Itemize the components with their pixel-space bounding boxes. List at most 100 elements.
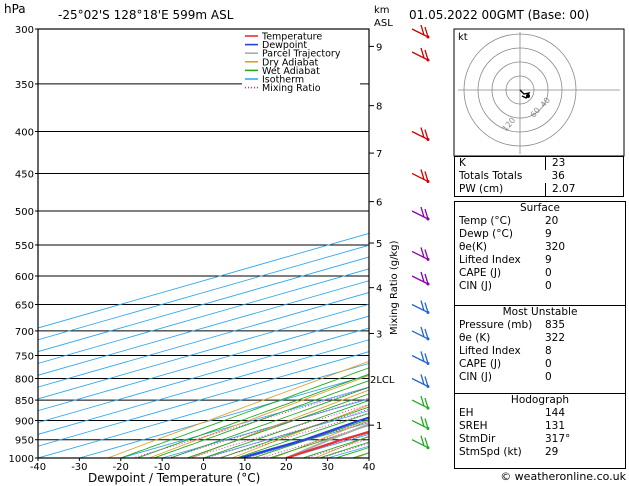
wind-barb-dot: [426, 446, 430, 450]
surface-val: 0: [545, 267, 552, 279]
most-unstable-box: Most Unstable Pressure (mb) 835 θe (K) 322…: [454, 305, 626, 395]
temperature-tick-label: 30: [321, 462, 334, 473]
mu-key: θe (K): [459, 332, 491, 344]
wind-barb-flag: [424, 273, 429, 285]
wet-adiabat-line: [137, 373, 369, 458]
temperature-tick-label: -30: [71, 462, 87, 473]
surface-val: 20: [545, 215, 559, 227]
wind-barb-dot: [426, 384, 430, 388]
isotherm-line: [79, 374, 369, 458]
pressure-tick-label: 350: [15, 80, 34, 91]
pressure-tick-label: 750: [15, 351, 34, 362]
legend-label: Dewpoint: [262, 40, 307, 51]
wind-barb-staff: [411, 303, 429, 314]
wind-barb-staff: [411, 399, 429, 409]
wind-barb-staff: [411, 51, 429, 61]
hodograph-table-title: Hodograph: [510, 394, 570, 406]
wind-barb-dot: [426, 179, 430, 183]
wet-adiabat-line: [170, 386, 369, 458]
hodo-val: 317°: [545, 433, 571, 445]
height-tick-label: 1: [376, 421, 382, 432]
pressure-tick-label: 550: [15, 241, 34, 252]
mu-val: 0: [545, 371, 552, 383]
mixing-ratio-axis-title: Mixing Ratio (g/kg): [389, 240, 400, 335]
wind-barb-flag: [420, 326, 425, 338]
wind-barb-dot: [426, 426, 430, 430]
mu-key: CIN (J): [459, 371, 492, 383]
height-tick-label: 9: [376, 42, 382, 53]
temperature-tick-label: 10: [239, 462, 252, 473]
hodograph-trace: [519, 89, 531, 99]
wind-barb-flag: [420, 435, 425, 446]
surface-val: 9: [545, 254, 552, 266]
background-lines: [38, 29, 369, 458]
isotherm-line: [38, 339, 369, 435]
wind-barb-flag: [420, 395, 425, 407]
height-tick-label: 4: [376, 284, 382, 295]
height-unit-asl: ASL: [374, 18, 393, 29]
temperature-tick-label: -10: [154, 462, 170, 473]
pressure-unit-label: hPa: [4, 2, 26, 16]
isotherm-line: [38, 292, 369, 388]
hodograph-unit-label: kt: [458, 32, 468, 43]
lcl-label: 2LCL: [370, 375, 395, 386]
storm-motion-marker: [526, 94, 530, 98]
wind-barb-staff: [411, 377, 429, 388]
pressure-axis: 300 350 400 450 500 550 600 650 700 750 800 850 900 9…: [9, 25, 38, 465]
hodo-val: 29: [545, 446, 559, 458]
wind-barb-dot: [426, 337, 430, 341]
wind-barb-flag: [424, 208, 429, 220]
wind-barb-flag: [420, 247, 425, 258]
mu-key: Lifted Index: [459, 345, 521, 357]
pressure-tick-label: 700: [15, 327, 34, 338]
wind-barb-staff: [411, 250, 429, 260]
wind-barb-flag: [424, 49, 429, 61]
legend-label: Wet Adiabat: [262, 66, 320, 77]
wind-barb-flag: [420, 374, 425, 385]
dry-adiabat-line: [107, 360, 369, 458]
temperature-axis: -40 -30 -20 -10 0 10 20 30 40: [30, 458, 376, 473]
mu-val: 322: [545, 332, 566, 344]
pressure-tick-label: 400: [15, 128, 34, 139]
temperature-tick-label: 40: [363, 462, 376, 473]
temperature-tick-label: -20: [113, 462, 129, 473]
surface-val: 9: [545, 228, 552, 240]
wind-barb-staff: [411, 439, 429, 449]
location-title: -25°02'S 128°18'E 599m ASL: [58, 8, 234, 22]
hodo-val: 131: [545, 420, 566, 432]
wind-barb-dot: [426, 138, 430, 142]
height-tick-label: 7: [376, 149, 382, 160]
isotherm-line: [38, 232, 369, 329]
footer-credit: © weatheronline.co.uk: [500, 470, 626, 483]
pressure-tick-label: 900: [15, 416, 34, 427]
wet-adiabat-line: [153, 380, 369, 458]
pressure-tick-label: 450: [15, 169, 34, 180]
wind-barb-dot: [426, 35, 430, 39]
isotherm-line: [38, 315, 369, 412]
wind-barb-staff: [411, 28, 429, 38]
index-k-key: K: [454, 156, 546, 170]
wet-adiabat-line: [219, 406, 369, 458]
mu-val: 835: [545, 319, 566, 331]
surface-val: 320: [545, 241, 566, 253]
pressure-tick-label: 600: [15, 272, 34, 283]
temperature-tick-label: -40: [30, 462, 46, 473]
surface-key: Dewp (°C): [459, 228, 513, 240]
dry-adiabat-line: [190, 389, 369, 458]
wind-barb-dot: [426, 217, 430, 221]
wind-barb-flag: [424, 397, 429, 409]
mu-val: 8: [545, 345, 552, 357]
wind-barb-flag: [424, 171, 429, 182]
hodo-key: SREH: [459, 420, 488, 432]
surface-key: CAPE (J): [459, 267, 502, 279]
wind-barb-flag: [420, 416, 425, 427]
isotherm-line: [38, 351, 369, 447]
wind-barb-staff: [411, 354, 429, 365]
height-unit-km: km: [374, 5, 390, 16]
pressure-tick-label: 1000: [9, 454, 34, 465]
wind-barb-flag: [424, 353, 429, 364]
wind-barb-flag: [420, 169, 425, 180]
legend-label: Parcel Trajectory: [262, 49, 341, 60]
